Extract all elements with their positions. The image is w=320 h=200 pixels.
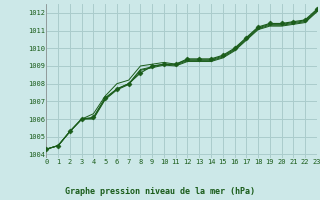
Text: Graphe pression niveau de la mer (hPa): Graphe pression niveau de la mer (hPa) (65, 187, 255, 196)
